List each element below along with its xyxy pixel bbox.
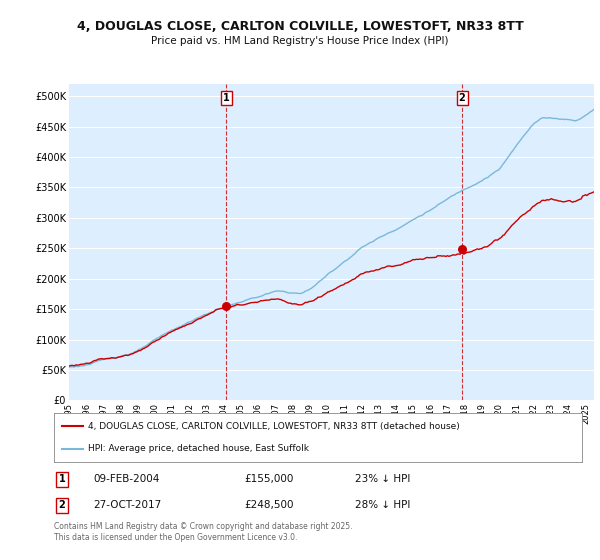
Text: 27-OCT-2017: 27-OCT-2017 [94, 500, 162, 510]
Text: 23% ↓ HPI: 23% ↓ HPI [355, 474, 410, 484]
Text: Price paid vs. HM Land Registry's House Price Index (HPI): Price paid vs. HM Land Registry's House … [151, 36, 449, 46]
Text: 1: 1 [59, 474, 65, 484]
Text: Contains HM Land Registry data © Crown copyright and database right 2025.
This d: Contains HM Land Registry data © Crown c… [54, 522, 353, 542]
Point [457, 245, 467, 254]
Text: 09-FEB-2004: 09-FEB-2004 [94, 474, 160, 484]
Text: 2: 2 [458, 93, 466, 103]
Point [221, 302, 231, 311]
Text: £155,000: £155,000 [244, 474, 293, 484]
Text: 4, DOUGLAS CLOSE, CARLTON COLVILLE, LOWESTOFT, NR33 8TT (detached house): 4, DOUGLAS CLOSE, CARLTON COLVILLE, LOWE… [88, 422, 460, 431]
Text: 4, DOUGLAS CLOSE, CARLTON COLVILLE, LOWESTOFT, NR33 8TT: 4, DOUGLAS CLOSE, CARLTON COLVILLE, LOWE… [77, 20, 523, 32]
Text: 28% ↓ HPI: 28% ↓ HPI [355, 500, 410, 510]
Text: HPI: Average price, detached house, East Suffolk: HPI: Average price, detached house, East… [88, 444, 310, 453]
Text: 1: 1 [223, 93, 229, 103]
Text: £248,500: £248,500 [244, 500, 293, 510]
Text: 2: 2 [59, 500, 65, 510]
